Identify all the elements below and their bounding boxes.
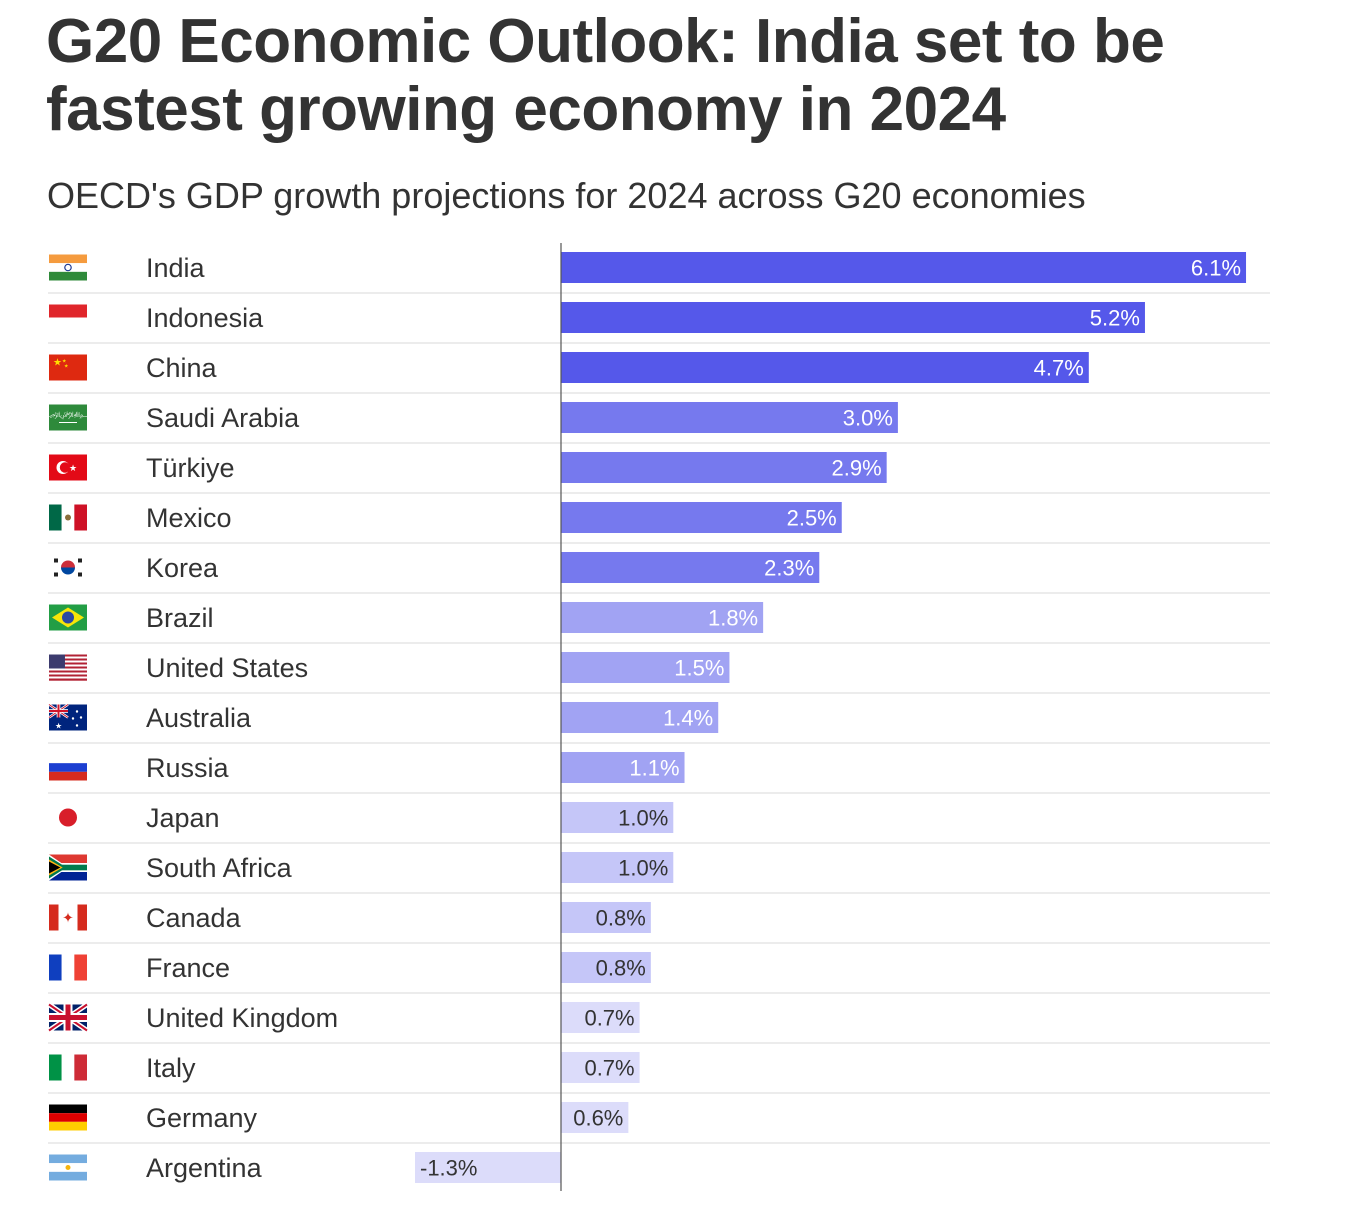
- country-label: South Africa: [146, 853, 293, 883]
- value-label: 6.1%: [1191, 256, 1241, 281]
- country-label: Australia: [146, 703, 252, 733]
- value-label: 5.2%: [1090, 306, 1140, 331]
- value-label: 4.7%: [1034, 356, 1084, 381]
- turkiye-flag-icon: ★: [49, 454, 87, 481]
- value-label: 1.0%: [618, 856, 668, 881]
- svg-text:★: ★: [69, 463, 77, 473]
- bar: [561, 1052, 640, 1083]
- bar: [561, 502, 842, 533]
- bar: [415, 1152, 561, 1183]
- bar: [561, 352, 1089, 383]
- korea-flag-icon: [49, 554, 87, 581]
- svg-text:﷽: ﷽: [41, 412, 95, 420]
- svg-text:★: ★: [64, 364, 69, 370]
- bar: [561, 952, 651, 983]
- bar: [561, 702, 719, 733]
- value-label: 0.7%: [584, 1056, 634, 1081]
- germany-flag-icon: [49, 1104, 87, 1131]
- chart-subtitle: OECD's GDP growth projections for 2024 a…: [47, 175, 1086, 216]
- country-label: Russia: [146, 753, 230, 783]
- saudi-arabia-flag-icon: ﷽: [41, 404, 95, 431]
- value-label: 0.6%: [573, 1106, 623, 1131]
- bar: [561, 802, 674, 833]
- country-label: United Kingdom: [146, 1003, 338, 1033]
- country-label: Italy: [146, 1053, 196, 1083]
- value-label: 0.7%: [584, 1006, 634, 1031]
- svg-text:✦: ✦: [62, 910, 74, 926]
- country-label: Japan: [146, 803, 220, 833]
- united-kingdom-flag-icon: [47, 1002, 89, 1033]
- country-label: Mexico: [146, 503, 232, 533]
- bar: [561, 902, 651, 933]
- bar: [561, 602, 764, 633]
- mexico-flag-icon: [49, 504, 87, 531]
- value-label: -1.3%: [420, 1156, 477, 1181]
- india-flag-icon: [49, 254, 87, 281]
- value-label: 0.8%: [596, 956, 646, 981]
- country-label: China: [146, 353, 218, 383]
- svg-text:★: ★: [62, 359, 67, 365]
- japan-flag-icon: [49, 804, 87, 831]
- svg-text:★: ★: [53, 358, 62, 369]
- value-label: 1.1%: [629, 756, 679, 781]
- bar: [561, 1002, 640, 1033]
- country-label: Indonesia: [146, 303, 264, 333]
- china-flag-icon: ★ ★★: [49, 354, 87, 381]
- value-label: 1.4%: [663, 706, 713, 731]
- bar: [561, 1102, 629, 1133]
- country-label: France: [146, 953, 230, 983]
- bar: [561, 852, 674, 883]
- bar: [561, 402, 898, 433]
- south-africa-flag-icon: [49, 854, 87, 881]
- united-states-flag-icon: [49, 654, 87, 681]
- country-label: United States: [146, 653, 308, 683]
- argentina-flag-icon: [49, 1154, 87, 1181]
- bar: [561, 552, 820, 583]
- france-flag-icon: [49, 954, 87, 981]
- country-label: Saudi Arabia: [146, 403, 300, 433]
- value-label: 2.3%: [764, 556, 814, 581]
- indonesia-flag-icon: [49, 304, 87, 331]
- svg-text:★: ★: [55, 722, 62, 731]
- bar: [561, 652, 730, 683]
- country-label: Canada: [146, 903, 242, 933]
- australia-flag-icon: ★: [48, 703, 87, 731]
- value-label: 0.8%: [596, 906, 646, 931]
- bar: [561, 252, 1247, 283]
- value-label: 1.5%: [674, 656, 724, 681]
- chart-title: G20 Economic Outlook: India set to be fa…: [46, 7, 1165, 144]
- country-label: Argentina: [146, 1153, 263, 1183]
- bar: [561, 752, 685, 783]
- russia-flag-icon: [49, 754, 87, 781]
- value-label: 3.0%: [843, 406, 893, 431]
- value-label: 1.8%: [708, 606, 758, 631]
- brazil-flag-icon: [49, 604, 87, 631]
- country-label: Germany: [146, 1103, 258, 1133]
- canada-flag-icon: ✦: [49, 904, 87, 931]
- italy-flag-icon: [49, 1054, 87, 1081]
- country-label: India: [146, 253, 206, 283]
- bar: [561, 302, 1145, 333]
- country-label: Türkiye: [146, 453, 235, 483]
- value-label: 2.9%: [832, 456, 882, 481]
- country-label: Brazil: [146, 603, 214, 633]
- bar: [561, 452, 887, 483]
- country-label: Korea: [146, 553, 219, 583]
- value-label: 2.5%: [787, 506, 837, 531]
- value-label: 1.0%: [618, 806, 668, 831]
